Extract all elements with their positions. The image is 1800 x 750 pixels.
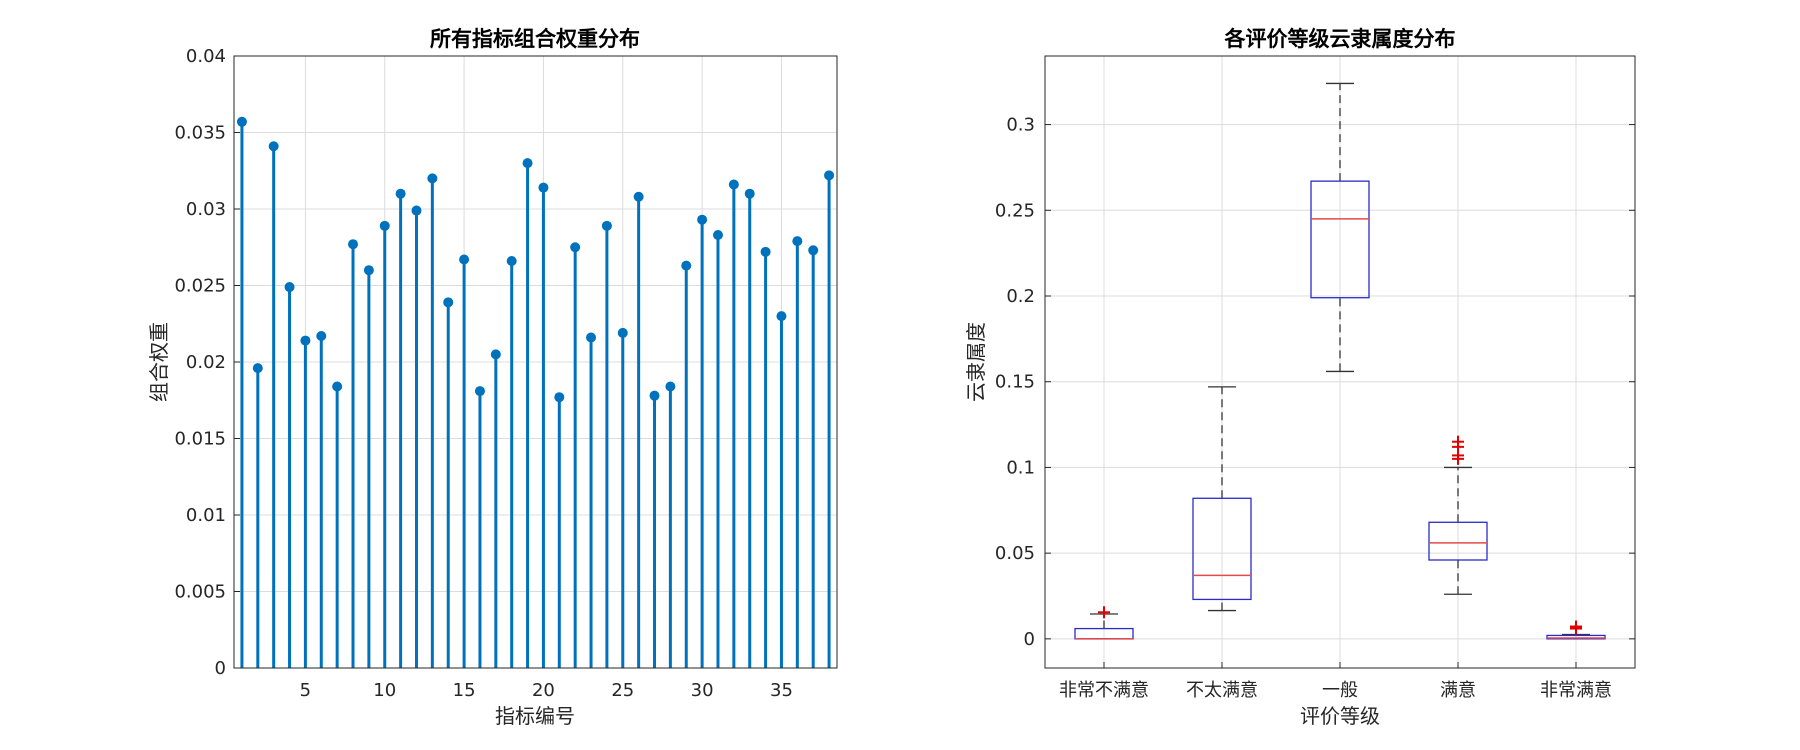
box-x-tick-label: 一般 [1322,680,1358,701]
stem-point-35 [776,311,787,322]
stem-x-axis-label: 指标编号 [495,704,575,728]
stem-x-tick-label: 10 [373,680,396,701]
stem-point-23 [586,332,597,343]
stem-x-tick-label: 30 [691,680,714,701]
box-marks [1074,82,1606,640]
stem-point-17 [490,349,501,360]
stem-x-tick-label: 5 [300,680,311,701]
box-x-tick-label: 满意 [1440,680,1476,701]
box-iqr [1428,521,1488,561]
box-group-1 [1074,606,1134,640]
stem-point-28 [665,381,676,392]
stem-chart: 0 0.005 0.01 0.015 0.02 0.025 0.03 0.035 0.04 5 1… [147,27,838,728]
stem-y-axis-label: 组合权重 [147,322,171,402]
box-y-tick-label: 0.2 [1006,286,1035,307]
stem-point-21 [554,392,565,403]
box-grid [1045,56,1635,668]
stem-point-10 [379,220,390,231]
stem-point-15 [459,254,470,265]
box-y-tick-label: 0.3 [1006,115,1035,136]
box-y-tick-label: 0.05 [995,543,1035,564]
box-y-tick-label: 0.15 [995,372,1035,393]
stem-point-12 [411,205,422,216]
box-group-3 [1310,82,1370,373]
stem-point-34 [760,246,771,257]
box-y-tick-labels: 0 0.05 0.1 0.15 0.2 0.25 0.3 [995,115,1035,650]
box-plot-frame [1044,55,1636,669]
stem-point-20 [538,182,549,193]
stem-chart-title: 所有指标组合权重分布 [430,27,640,51]
stem-point-14 [443,297,454,308]
box-x-tick-label: 不太满意 [1186,680,1258,701]
box-chart-title: 各评价等级云隶属度分布 [1224,27,1456,51]
stem-point-6 [316,330,327,341]
stem-point-8 [348,239,359,250]
stem-point-13 [427,173,438,184]
stem-point-25 [617,327,628,338]
stem-point-33 [744,188,755,199]
stem-y-tick-labels: 0 0.005 0.01 0.015 0.02 0.025 0.03 0.035 0.04 [174,46,226,679]
box-group-4 [1428,435,1488,595]
stem-y-tick-label: 0.035 [174,123,226,144]
box-x-axis-label: 评价等级 [1300,704,1380,728]
stem-y-tick-label: 0.025 [174,276,226,297]
stem-y-tick-label: 0.015 [174,429,226,450]
stem-point-2 [252,363,263,374]
box-y-tick-label: 0 [1024,629,1035,650]
stem-marks [236,116,835,668]
stem-point-36 [792,236,803,247]
stem-point-3 [268,141,279,152]
stem-point-29 [681,260,692,271]
stem-x-tick-label: 20 [532,680,555,701]
stem-point-24 [601,220,612,231]
stem-point-11 [395,188,406,199]
box-chart: 0 0.05 0.1 0.15 0.2 0.25 0.3 非常不满意 不太满意 一般 满意 非常满意… [964,27,1636,728]
box-y-tick-label: 0.25 [995,200,1035,221]
stem-point-27 [649,390,660,401]
box-x-tick-label: 非常满意 [1540,680,1612,701]
stem-x-tick-label: 15 [453,680,476,701]
stem-y-tick-label: 0.005 [174,582,226,603]
stem-point-18 [506,256,517,267]
stem-y-tick-label: 0.03 [186,199,226,220]
stem-point-16 [474,386,485,397]
box-iqr [1192,497,1252,601]
stem-point-1 [236,116,247,127]
stem-point-4 [284,282,295,293]
stem-point-26 [633,191,644,202]
stem-plot-frame [233,55,838,669]
stem-point-31 [712,230,723,241]
stem-point-30 [697,214,708,225]
box-group-5 [1546,620,1606,640]
box-iqr [1546,634,1606,640]
box-y-axis-label: 云隶属度 [964,322,988,402]
stem-y-tick-label: 0.01 [186,505,226,526]
stem-x-tick-label: 25 [611,680,634,701]
stem-y-tick-label: 0.04 [186,46,226,67]
stem-point-9 [363,265,374,276]
stem-x-tick-labels: 5 10 15 20 25 30 35 [300,680,793,701]
box-x-tick-labels: 非常不满意 不太满意 一般 满意 非常满意 [1059,680,1612,701]
box-iqr [1310,180,1370,299]
stem-y-tick-label: 0.02 [186,352,226,373]
box-y-tick-label: 0.1 [1006,457,1035,478]
stem-y-tick-label: 0 [215,658,226,679]
stem-point-38 [824,170,835,181]
stem-point-37 [808,245,819,256]
box-group-2 [1192,386,1252,612]
stem-point-19 [522,158,533,169]
stem-point-22 [570,242,581,253]
box-x-tick-label: 非常不满意 [1059,680,1149,701]
stem-x-tick-label: 35 [770,680,793,701]
stem-point-5 [300,335,311,346]
stem-point-32 [728,179,739,190]
stem-point-7 [332,381,343,392]
